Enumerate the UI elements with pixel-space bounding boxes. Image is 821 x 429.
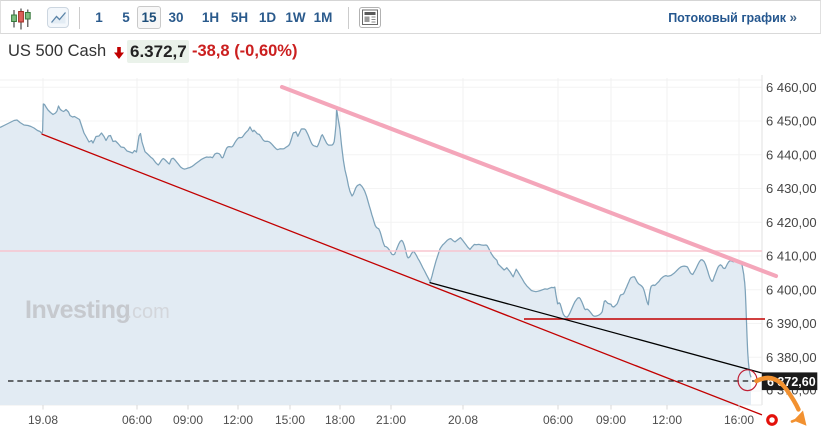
svg-text:15:00: 15:00 (275, 413, 305, 427)
svg-text:21:00: 21:00 (376, 413, 406, 427)
svg-text:12:00: 12:00 (652, 413, 682, 427)
svg-text:6 390,00: 6 390,00 (766, 316, 817, 331)
svg-text:16:00: 16:00 (724, 413, 754, 427)
svg-text:6 420,00: 6 420,00 (766, 215, 817, 230)
svg-text:6 380,00: 6 380,00 (766, 350, 817, 365)
svg-text:18:00: 18:00 (325, 413, 355, 427)
svg-text:6 400,00: 6 400,00 (766, 282, 817, 297)
svg-text:19.08: 19.08 (28, 413, 58, 427)
svg-text:12:00: 12:00 (223, 413, 253, 427)
svg-text:.com: .com (127, 301, 170, 323)
svg-text:6 460,00: 6 460,00 (766, 80, 817, 95)
svg-text:6 430,00: 6 430,00 (766, 181, 817, 196)
svg-text:6 410,00: 6 410,00 (766, 249, 817, 264)
svg-text:6 450,00: 6 450,00 (766, 114, 817, 129)
svg-text:Investing: Investing (25, 296, 130, 324)
svg-text:06:00: 06:00 (543, 413, 573, 427)
svg-text:06:00: 06:00 (122, 413, 152, 427)
svg-text:20.08: 20.08 (448, 413, 478, 427)
svg-text:09:00: 09:00 (173, 413, 203, 427)
svg-text:09:00: 09:00 (596, 413, 626, 427)
svg-text:6 372,60: 6 372,60 (767, 375, 816, 389)
svg-text:6 440,00: 6 440,00 (766, 148, 817, 163)
